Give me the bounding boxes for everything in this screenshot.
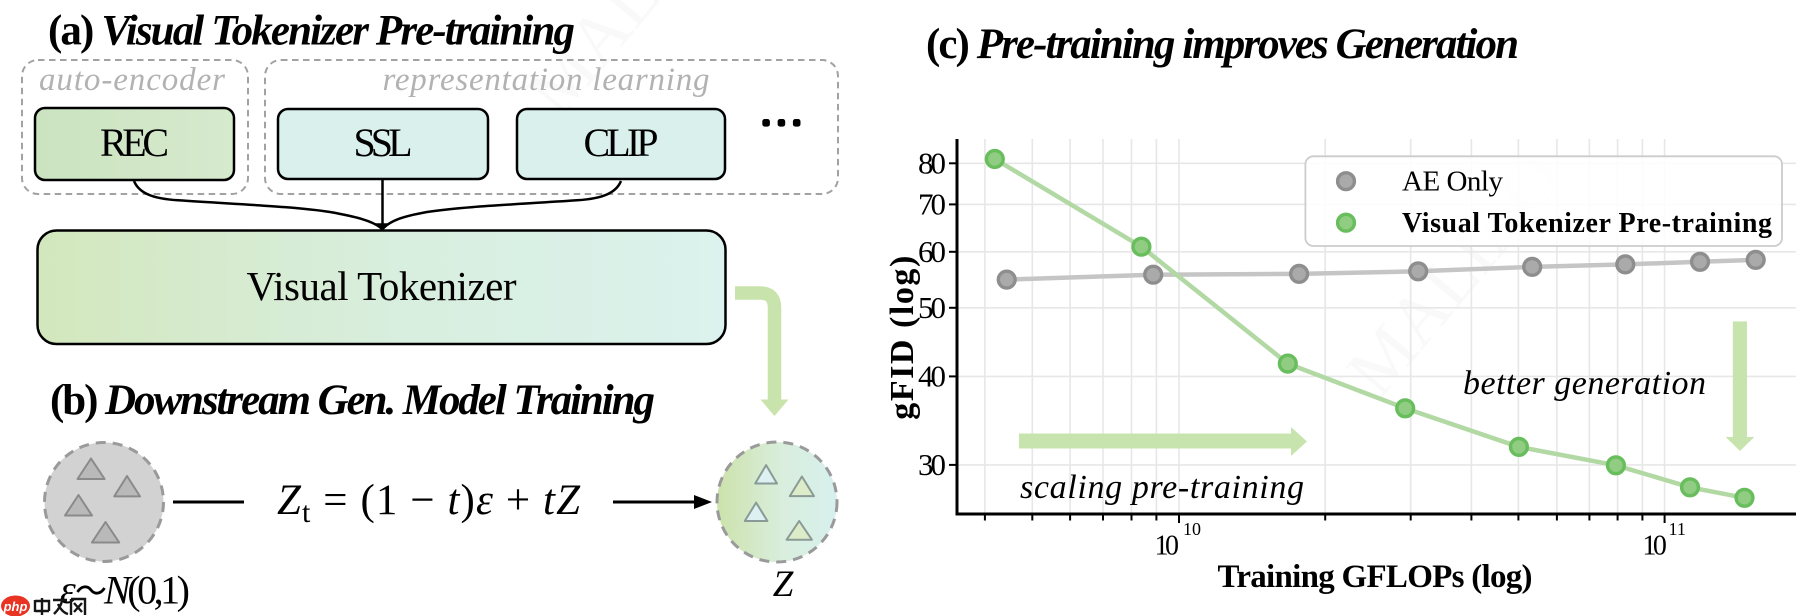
svg-text:Training GFLOPs (log): Training GFLOPs (log) bbox=[1218, 559, 1533, 595]
svg-text:80: 80 bbox=[918, 145, 946, 180]
svg-text:40: 40 bbox=[918, 359, 946, 394]
svg-text:(b) Downstream Gen. Model Trai: (b) Downstream Gen. Model Training bbox=[50, 377, 655, 424]
svg-text:50: 50 bbox=[918, 290, 946, 325]
svg-text:scaling pre-training: scaling pre-training bbox=[1020, 469, 1304, 506]
svg-text:60: 60 bbox=[918, 234, 946, 269]
svg-text:AE Only: AE Only bbox=[1402, 166, 1504, 198]
svg-text:representation learning: representation learning bbox=[383, 62, 710, 98]
svg-text:Visual Tokenizer: Visual Tokenizer bbox=[247, 263, 517, 309]
svg-text:(a) Visual Tokenizer Pre-train: (a) Visual Tokenizer Pre-training bbox=[48, 8, 575, 55]
svg-text:REC: REC bbox=[100, 120, 169, 165]
svg-text:(c) Pre-training improves Gene: (c) Pre-training improves Generation bbox=[926, 21, 1519, 68]
svg-text:Zt = (1 − t)ε + tZ: Zt = (1 − t)ε + tZ bbox=[277, 477, 581, 529]
svg-text:CLIP: CLIP bbox=[584, 120, 659, 165]
svg-text:10: 10 bbox=[1642, 531, 1667, 562]
svg-text:SSL: SSL bbox=[354, 120, 413, 165]
svg-text:auto-encoder: auto-encoder bbox=[39, 62, 225, 98]
svg-text:Visual Tokenizer Pre-training: Visual Tokenizer Pre-training bbox=[1402, 208, 1772, 239]
svg-text:Z: Z bbox=[773, 564, 794, 605]
svg-text:30: 30 bbox=[918, 447, 946, 482]
svg-text:11: 11 bbox=[1669, 519, 1686, 539]
svg-text:10: 10 bbox=[1155, 531, 1180, 562]
svg-text:gFID (log): gFID (log) bbox=[884, 256, 921, 420]
svg-text:70: 70 bbox=[918, 187, 946, 222]
svg-text:better generation: better generation bbox=[1463, 365, 1706, 402]
svg-text:php: php bbox=[3, 599, 28, 614]
svg-text:N(0,1): N(0,1) bbox=[103, 568, 190, 613]
svg-text:10: 10 bbox=[1183, 519, 1201, 539]
svg-text:ε: ε bbox=[60, 567, 76, 612]
